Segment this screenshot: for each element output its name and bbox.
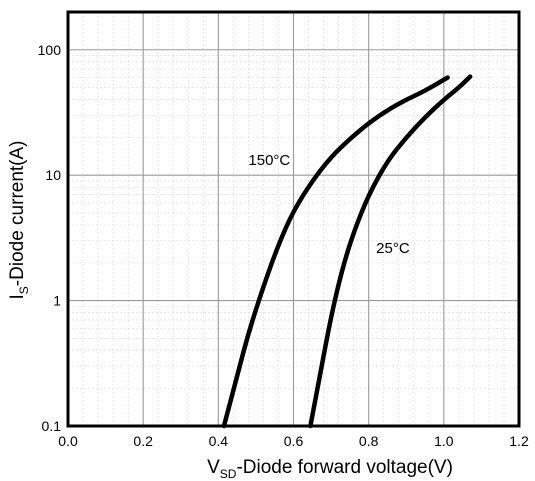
tick-labels: 0.0 0.2 0.4 0.6 0.8 1.0 1.2 0.1 1 10 100 (38, 42, 529, 449)
x-tick-label: 1.0 (434, 433, 454, 449)
x-axis-title-main: V (207, 457, 220, 478)
y-tick-label: 10 (45, 167, 61, 183)
x-tick-label: 0.0 (58, 433, 78, 449)
y-axis-title-sub: S (17, 286, 31, 294)
y-tick-label: 100 (38, 42, 62, 58)
x-tick-label: 0.8 (359, 433, 379, 449)
y-tick-label: 0.1 (42, 418, 62, 434)
curve-150c (221, 75, 450, 429)
plot-frame (66, 10, 521, 428)
curve-25c (308, 74, 473, 429)
series-layer (221, 74, 473, 429)
y-axis-title-main: I (7, 294, 28, 299)
label-25c: 25°C (376, 240, 410, 257)
major-grid (67, 12, 520, 427)
y-axis-title: IS-Diode current(A) (7, 140, 31, 299)
x-tick-label: 0.6 (284, 433, 304, 449)
x-tick-label: 0.2 (133, 433, 153, 449)
y-axis-title-rest: -Diode current(A) (7, 140, 28, 286)
x-axis-title: VSD-Diode forward voltage(V) (207, 457, 453, 481)
x-tick-label: 0.4 (209, 433, 229, 449)
curve-labels: 150°C 25°C (248, 152, 409, 257)
y-tick-label: 1 (53, 293, 61, 309)
x-axis-title-rest: -Diode forward voltage(V) (236, 457, 452, 478)
label-150c: 150°C (248, 152, 290, 169)
x-tick-label: 1.2 (509, 433, 529, 449)
x-axis-title-sub: SD (220, 467, 237, 481)
